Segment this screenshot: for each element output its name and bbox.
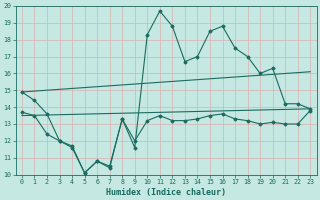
X-axis label: Humidex (Indice chaleur): Humidex (Indice chaleur) <box>106 188 226 197</box>
